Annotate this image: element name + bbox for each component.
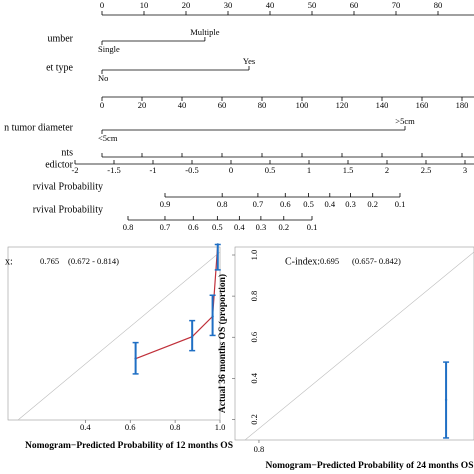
tick-label: 140 xyxy=(376,100,389,110)
row-label: umber xyxy=(47,33,73,44)
tick-label: 50 xyxy=(308,0,317,10)
tick-label: 0.5 xyxy=(265,165,276,175)
tick-label: 0.3 xyxy=(345,199,356,209)
row-label: rvival Probability xyxy=(33,204,103,215)
tick-label: 0.2 xyxy=(278,222,289,232)
point xyxy=(190,335,194,338)
plot-frame xyxy=(234,246,474,441)
tick-label: 0 xyxy=(229,165,233,175)
tick-label: 100 xyxy=(296,100,309,110)
c-index-value: 0.765 xyxy=(40,256,59,266)
tick-label: 0.7 xyxy=(160,222,171,232)
x-tick-label: 0.4 xyxy=(80,422,91,432)
tick-label: 0.1 xyxy=(307,222,318,232)
tick-label: 80 xyxy=(258,100,267,110)
c-index-label: C-index: xyxy=(285,256,320,267)
tick-label: 0.9 xyxy=(160,199,171,209)
x-tick-label: 0.8 xyxy=(254,444,265,454)
level-label: >5cm xyxy=(395,116,415,126)
x-axis-title: Nomogram−Predicted Probability of 24 mon… xyxy=(266,461,474,471)
row-label: edictor xyxy=(45,159,73,170)
row-label: et type xyxy=(46,62,73,73)
tick-label: -2 xyxy=(71,165,78,175)
point xyxy=(216,243,219,246)
calibration-panel: x: 0.765 (0.672 - 0.814) 0.4 0.6 0.8 1.0 Nomogr… xyxy=(5,243,233,451)
tick-label: -1.5 xyxy=(107,165,120,175)
tick-label: 0.6 xyxy=(280,199,291,209)
c-index-ci: (0.657- 0.842) xyxy=(352,256,401,266)
tick-label: 80 xyxy=(434,0,443,10)
tick-label: 0.7 xyxy=(253,199,264,209)
row-label: nts xyxy=(61,147,73,158)
plot-frame xyxy=(7,246,221,421)
c-index-ci: (0.672 - 0.814) xyxy=(68,256,119,266)
tick-label: -0.5 xyxy=(185,165,198,175)
x-tick-label: 0.8 xyxy=(170,422,181,432)
level-label: No xyxy=(98,73,108,83)
tick-label: 0.2 xyxy=(367,199,378,209)
tick-label: 70 xyxy=(392,0,401,10)
x-axis-title: Nomogram−Predicted Probability of 12 mon… xyxy=(25,441,233,451)
tick-label: 180 xyxy=(456,100,469,110)
tick-label: 1.5 xyxy=(343,165,354,175)
y-tick-label: 0.8 xyxy=(249,291,259,302)
tick-label: -1 xyxy=(149,165,156,175)
level-label: Single xyxy=(98,44,120,54)
x-tick-label: 1.0 xyxy=(215,422,226,432)
tick-label: 0.8 xyxy=(217,199,228,209)
tick-label: 60 xyxy=(350,0,359,10)
tick-label: 0.6 xyxy=(188,222,199,232)
tick-label: 20 xyxy=(138,100,147,110)
tick-label: 3 xyxy=(463,165,467,175)
tick-label: 0 xyxy=(100,100,104,110)
tick-label: 2.5 xyxy=(421,165,432,175)
tick-label: 30 xyxy=(224,0,233,10)
point xyxy=(444,398,448,402)
tick-label: 160 xyxy=(416,100,429,110)
level-label: Yes xyxy=(243,56,255,66)
ideal-line xyxy=(244,251,474,441)
c-index-value: 0.695 xyxy=(320,256,339,266)
level-label: <5cm xyxy=(98,133,118,143)
level-label: Multiple xyxy=(190,27,220,37)
tick-label: 40 xyxy=(178,100,187,110)
tick-label: 0.4 xyxy=(234,222,245,232)
tick-label: 0.4 xyxy=(324,199,335,209)
tick-label: 40 xyxy=(266,0,275,10)
x-tick-label: 0.6 xyxy=(125,422,136,432)
tick-label: 60 xyxy=(218,100,227,110)
tick-label: 0 xyxy=(100,0,104,10)
y-tick-label: 0.4 xyxy=(249,372,259,383)
y-tick-label: 1.0 xyxy=(249,250,259,261)
tick-label: 20 xyxy=(182,0,191,10)
tick-label: 0.3 xyxy=(256,222,267,232)
point xyxy=(211,315,214,318)
tick-label: 10 xyxy=(140,0,149,10)
calibration-panel: C-index: 0.695 (0.657- 0.842) 0.8 0.2 0.4 0.6 0… xyxy=(217,246,474,471)
ideal-line xyxy=(17,251,221,421)
tick-label: 1 xyxy=(307,165,311,175)
point xyxy=(134,357,137,360)
row-label: n tumor diameter xyxy=(4,122,74,133)
y-axis-title: Actual 36 months OS (proportion) xyxy=(217,274,228,413)
c-index-label: x: xyxy=(5,256,13,267)
calibration-line xyxy=(135,244,219,360)
tick-label: 0.1 xyxy=(395,199,406,209)
tick-label: 0.5 xyxy=(303,199,314,209)
y-tick-label: 0.2 xyxy=(249,414,259,425)
row-label: rvival Probability xyxy=(33,181,103,192)
y-tick-label: 0.6 xyxy=(249,332,259,343)
tick-label: 0.8 xyxy=(123,222,134,232)
tick-label: 2 xyxy=(385,165,389,175)
tick-label: 0.5 xyxy=(212,222,223,232)
tick-label: 120 xyxy=(336,100,349,110)
